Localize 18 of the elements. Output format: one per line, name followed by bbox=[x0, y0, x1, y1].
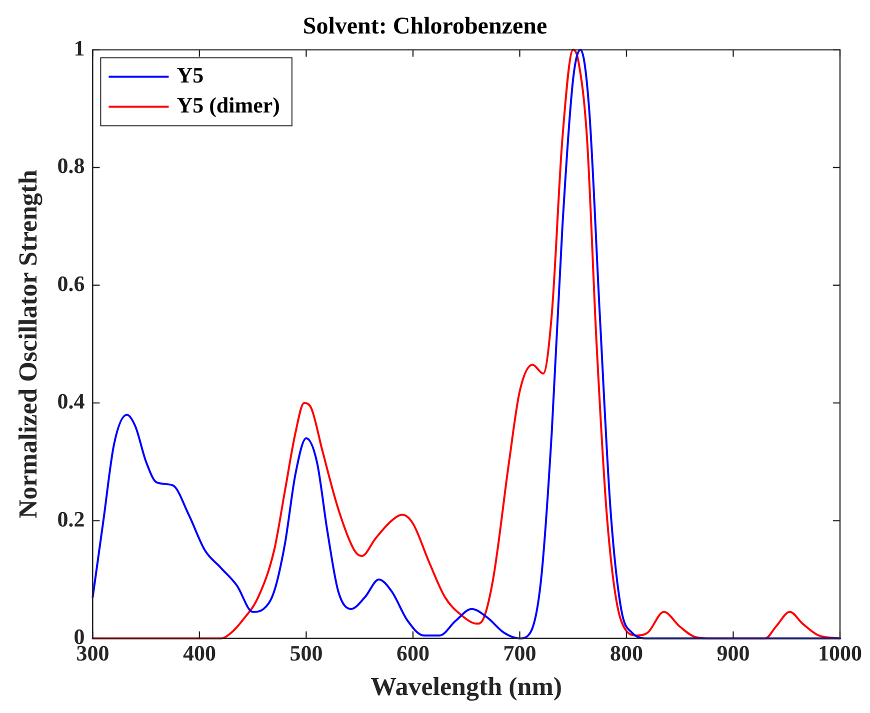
y-tick-label: 1 bbox=[74, 35, 85, 60]
line-series bbox=[92, 48, 841, 640]
x-tick-label: 700 bbox=[503, 640, 536, 666]
y-tick-label: 0.2 bbox=[57, 506, 85, 532]
y-tick-label: 0.8 bbox=[57, 153, 85, 178]
x-tick-label: 1000 bbox=[818, 640, 862, 666]
x-tick-label: 600 bbox=[396, 640, 430, 666]
y-tick-label: 0.6 bbox=[57, 270, 85, 296]
legend-label: Y5 bbox=[176, 62, 204, 88]
x-tick-label: 400 bbox=[182, 640, 216, 666]
x-tick-label: 500 bbox=[290, 640, 323, 666]
y-axis-title: Normalized Oscillator Strength bbox=[13, 169, 42, 518]
x-tick-label: 900 bbox=[716, 640, 750, 666]
chart-title: Solvent: Chlorobenzene bbox=[302, 14, 548, 40]
x-tick-label: 800 bbox=[610, 640, 643, 666]
y-tick-label: 0.4 bbox=[57, 388, 85, 414]
legend-label: Y5 (dimer) bbox=[176, 92, 280, 118]
x-axis-title: Wavelength (nm) bbox=[370, 672, 562, 702]
